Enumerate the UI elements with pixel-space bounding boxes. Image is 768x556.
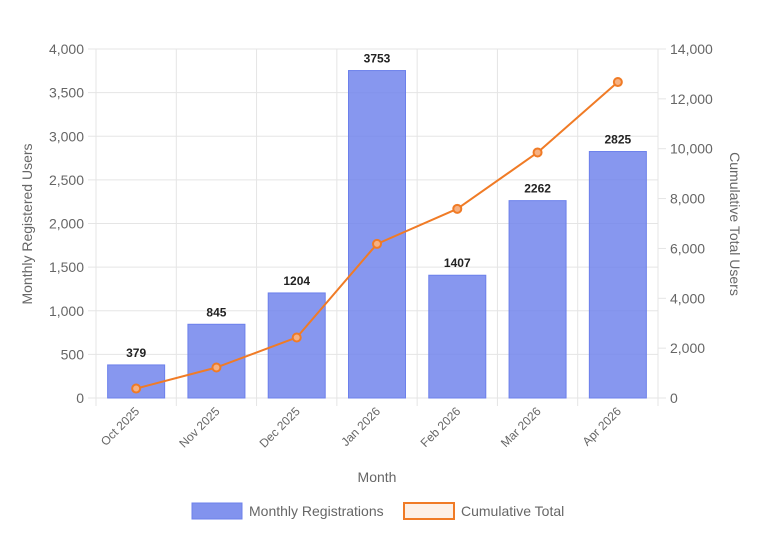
bar[interactable] <box>508 200 567 399</box>
x-tick-label: Oct 2025 <box>98 404 143 449</box>
bar-data-label: 3753 <box>364 52 391 66</box>
x-tick-label: Mar 2026 <box>498 404 544 450</box>
bar[interactable] <box>588 151 647 399</box>
line-point[interactable] <box>131 383 142 394</box>
y-left-tick-label: 2,500 <box>49 172 84 188</box>
legend-item-cumulative-total[interactable]: Cumulative Total <box>403 502 564 520</box>
bar-series <box>107 70 647 399</box>
y-right-tick-label: 2,000 <box>670 340 705 356</box>
y-left-tick-label: 1,500 <box>49 259 84 275</box>
y-right-tick-label: 10,000 <box>670 141 713 157</box>
line-point[interactable] <box>532 147 543 158</box>
bar[interactable] <box>348 70 406 399</box>
legend-label-cumulative-total: Cumulative Total <box>461 503 564 519</box>
legend-swatch-cumulative-total <box>403 502 455 520</box>
y-axis-right-title: Cumulative Total Users <box>727 152 743 296</box>
y-right-tick-label: 6,000 <box>670 240 705 256</box>
line-point[interactable] <box>211 362 222 373</box>
line-point[interactable] <box>612 77 623 88</box>
line-point[interactable] <box>291 332 302 343</box>
bar-data-label: 2262 <box>524 182 551 196</box>
line-series <box>131 77 623 394</box>
y-axis-left-title: Monthly Registered Users <box>19 143 35 304</box>
y-left-tick-label: 0 <box>76 390 84 406</box>
bar-data-label: 1407 <box>444 256 471 270</box>
x-tick-label: Apr 2026 <box>580 404 625 449</box>
bar-data-label: 1204 <box>283 274 310 288</box>
line-point[interactable] <box>372 238 382 249</box>
data-labels: 379 845 1204 3753 1407 2262 2825 <box>126 52 631 360</box>
y-left-tick-label: 2,000 <box>49 216 84 232</box>
line-point[interactable] <box>452 203 463 214</box>
x-tick-label: Jan 2026 <box>338 404 383 449</box>
y-right-tick-label: 8,000 <box>670 191 705 207</box>
x-tick-label: Nov 2025 <box>176 404 222 450</box>
bar[interactable] <box>428 274 487 399</box>
y-left-tick-label: 500 <box>61 346 85 362</box>
bar-data-label: 379 <box>126 346 146 360</box>
bar-data-label: 845 <box>206 305 226 319</box>
y-right-tick-label: 12,000 <box>670 91 713 107</box>
legend: Monthly Registrations Cumulative Total <box>191 502 564 520</box>
y-right-tick-label: 4,000 <box>670 290 705 306</box>
y-left-tick-label: 3,500 <box>49 85 84 101</box>
x-tick-label: Dec 2025 <box>257 404 303 450</box>
bar[interactable] <box>187 323 246 399</box>
x-axis-title: Month <box>358 469 397 485</box>
legend-item-monthly-registrations[interactable]: Monthly Registrations <box>191 502 384 520</box>
x-tick-label: Feb 2026 <box>418 404 464 450</box>
y-left-tick-label: 3,000 <box>49 128 84 144</box>
y-right-tick-label: 14,000 <box>670 41 713 57</box>
y-left-tick-label: 4,000 <box>49 41 84 57</box>
bar-data-label: 2825 <box>605 133 632 147</box>
y-right-tick-label: 0 <box>670 390 678 406</box>
legend-swatch-monthly-registrations <box>191 502 243 520</box>
y-left-tick-label: 1,000 <box>49 303 84 319</box>
legend-label-monthly-registrations: Monthly Registrations <box>249 503 384 519</box>
